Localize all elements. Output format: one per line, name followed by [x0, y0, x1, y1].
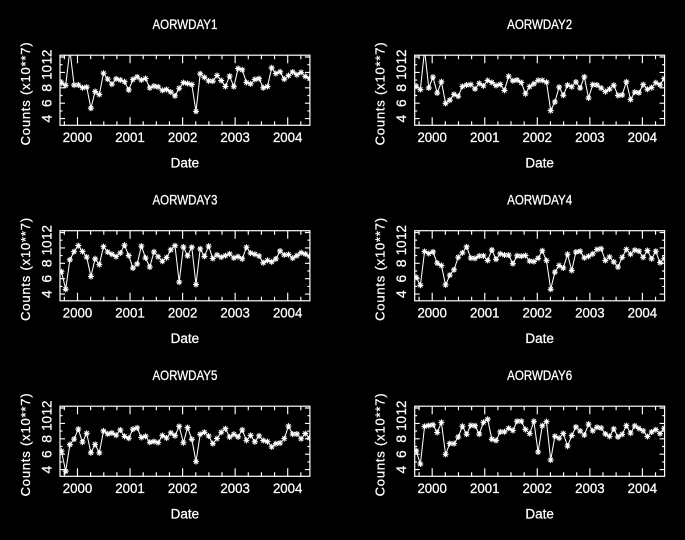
svg-text:4: 4: [39, 465, 55, 473]
svg-text:2001: 2001: [470, 480, 500, 496]
svg-text:8: 8: [393, 435, 409, 443]
svg-text:2001: 2001: [115, 304, 145, 320]
svg-text:Counts (x10**7): Counts (x10**7): [373, 42, 388, 145]
svg-text:4: 4: [393, 465, 409, 473]
svg-text:AORWDAY2: AORWDAY2: [507, 17, 572, 32]
svg-text:2000: 2000: [417, 480, 447, 496]
svg-text:2001: 2001: [470, 304, 500, 320]
svg-text:8: 8: [39, 84, 55, 92]
svg-text:2004: 2004: [273, 129, 303, 145]
svg-text:12: 12: [393, 49, 409, 64]
svg-text:2003: 2003: [220, 304, 250, 320]
svg-text:2001: 2001: [115, 129, 145, 145]
svg-text:2004: 2004: [628, 304, 658, 320]
svg-text:Date: Date: [525, 507, 554, 522]
svg-text:Date: Date: [171, 156, 200, 171]
svg-text:2004: 2004: [628, 480, 658, 496]
svg-text:6: 6: [39, 99, 55, 107]
svg-text:12: 12: [393, 225, 409, 240]
svg-text:AORWDAY3: AORWDAY3: [152, 193, 217, 208]
svg-text:4: 4: [393, 290, 409, 298]
svg-text:Date: Date: [171, 331, 200, 346]
svg-text:2001: 2001: [115, 480, 145, 496]
svg-text:2000: 2000: [417, 304, 447, 320]
svg-text:8: 8: [393, 259, 409, 267]
svg-text:6: 6: [39, 275, 55, 283]
svg-text:2003: 2003: [220, 480, 250, 496]
svg-text:2001: 2001: [470, 129, 500, 145]
svg-text:2004: 2004: [628, 129, 658, 145]
svg-text:10: 10: [393, 240, 409, 255]
svg-text:6: 6: [393, 450, 409, 458]
svg-text:Date: Date: [171, 507, 200, 522]
svg-text:2004: 2004: [273, 304, 303, 320]
svg-text:Counts (x10**7): Counts (x10**7): [18, 42, 33, 145]
svg-text:2000: 2000: [63, 480, 93, 496]
svg-text:AORWDAY4: AORWDAY4: [507, 193, 572, 208]
svg-text:6: 6: [393, 99, 409, 107]
svg-text:2000: 2000: [63, 304, 93, 320]
svg-text:2000: 2000: [417, 129, 447, 145]
svg-text:2002: 2002: [523, 480, 553, 496]
svg-text:12: 12: [39, 400, 55, 415]
svg-text:4: 4: [39, 114, 55, 122]
svg-text:2002: 2002: [168, 129, 198, 145]
svg-text:8: 8: [39, 259, 55, 267]
svg-text:2003: 2003: [220, 129, 250, 145]
svg-text:10: 10: [393, 416, 409, 431]
svg-text:Counts (x10**7): Counts (x10**7): [18, 218, 33, 321]
svg-text:2004: 2004: [273, 480, 303, 496]
svg-text:2002: 2002: [168, 480, 198, 496]
svg-text:2002: 2002: [168, 304, 198, 320]
svg-text:4: 4: [39, 290, 55, 298]
svg-text:AORWDAY1: AORWDAY1: [152, 17, 217, 32]
svg-text:10: 10: [39, 416, 55, 431]
svg-text:8: 8: [393, 84, 409, 92]
svg-text:Date: Date: [525, 156, 554, 171]
svg-text:10: 10: [39, 65, 55, 80]
svg-text:10: 10: [39, 240, 55, 255]
svg-text:2003: 2003: [575, 480, 605, 496]
svg-text:8: 8: [39, 435, 55, 443]
svg-text:6: 6: [393, 275, 409, 283]
svg-text:12: 12: [39, 225, 55, 240]
svg-text:2003: 2003: [575, 304, 605, 320]
svg-text:12: 12: [39, 49, 55, 64]
svg-text:Date: Date: [525, 331, 554, 346]
svg-text:Counts (x10**7): Counts (x10**7): [373, 393, 388, 496]
svg-text:2003: 2003: [575, 129, 605, 145]
svg-text:AORWDAY6: AORWDAY6: [507, 368, 572, 383]
svg-text:2002: 2002: [523, 129, 553, 145]
svg-text:4: 4: [393, 114, 409, 122]
svg-text:Counts (x10**7): Counts (x10**7): [18, 393, 33, 496]
svg-text:12: 12: [393, 400, 409, 415]
svg-text:10: 10: [393, 65, 409, 80]
svg-text:Counts (x10**7): Counts (x10**7): [373, 218, 388, 321]
svg-text:2002: 2002: [523, 304, 553, 320]
svg-text:6: 6: [39, 450, 55, 458]
svg-text:AORWDAY5: AORWDAY5: [152, 368, 217, 383]
svg-text:2000: 2000: [63, 129, 93, 145]
